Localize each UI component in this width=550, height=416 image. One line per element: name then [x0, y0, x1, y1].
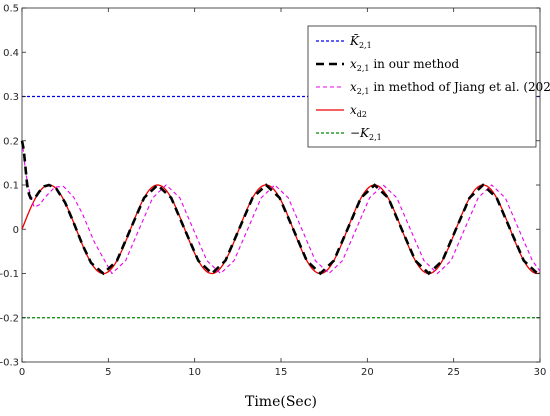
series-line-1 — [20, 140, 541, 276]
y-tick-label: 0.2 — [3, 136, 19, 147]
legend-rest-2: in method of Jiang et al. (2020) — [370, 80, 550, 94]
legend-sub-3: d2 — [357, 110, 367, 119]
legend-main-3: x — [350, 103, 357, 117]
x-tick-label: 25 — [447, 367, 460, 378]
series-layer — [20, 95, 541, 319]
y-tick-label: 0.1 — [3, 181, 19, 192]
x-tick-label: 20 — [361, 367, 374, 378]
legend-main-0: K̄ — [349, 33, 360, 48]
y-tick-label: 0 — [13, 225, 19, 236]
legend-main-2: x — [350, 80, 357, 94]
y-tick-label: 0.5 — [3, 4, 19, 15]
y-tick-label: -0.3 — [0, 358, 19, 369]
x-axis-title: Time(Sec) — [245, 394, 317, 410]
x-tick-label: 30 — [534, 367, 547, 378]
series-line-2 — [21, 140, 541, 275]
legend-main-1: x — [350, 57, 357, 71]
legend-entry-0: K̄2,1 — [349, 33, 372, 50]
legend-entry-1: x2,1 in our method — [350, 57, 459, 73]
x-tick-label: 5 — [105, 367, 111, 378]
y-tick-label: -0.2 — [0, 313, 19, 324]
legend-box — [307, 25, 537, 148]
x-tick-label: 15 — [275, 367, 288, 378]
legend-sub-1: 2,1 — [357, 64, 370, 73]
y-tick-label: 0.3 — [3, 92, 19, 103]
legend-main-4: −K — [350, 126, 370, 140]
legend-sub-2: 2,1 — [357, 87, 370, 96]
legend-sub-4: 2,1 — [369, 133, 382, 142]
x-tick-label: 10 — [188, 367, 201, 378]
y-tick-label: 0.4 — [3, 48, 19, 59]
legend-entry-4: −K2,1 — [350, 126, 382, 142]
y-tick-label: -0.1 — [0, 269, 19, 280]
legend-entry-3: xd2 — [350, 103, 367, 119]
legend-entry-2: x2,1 in method of Jiang et al. (2020) — [350, 80, 550, 96]
x-tick-label: 0 — [19, 367, 25, 378]
ticks-layer: 0 5 10 15 20 25 30 -0.3 -0.2 -0.1 0 0.1 0.2 0.3 0.4 0.5 — [0, 4, 546, 379]
legend-sub-0: 2,1 — [359, 41, 372, 50]
legend-rest-1: in our method — [370, 57, 460, 71]
